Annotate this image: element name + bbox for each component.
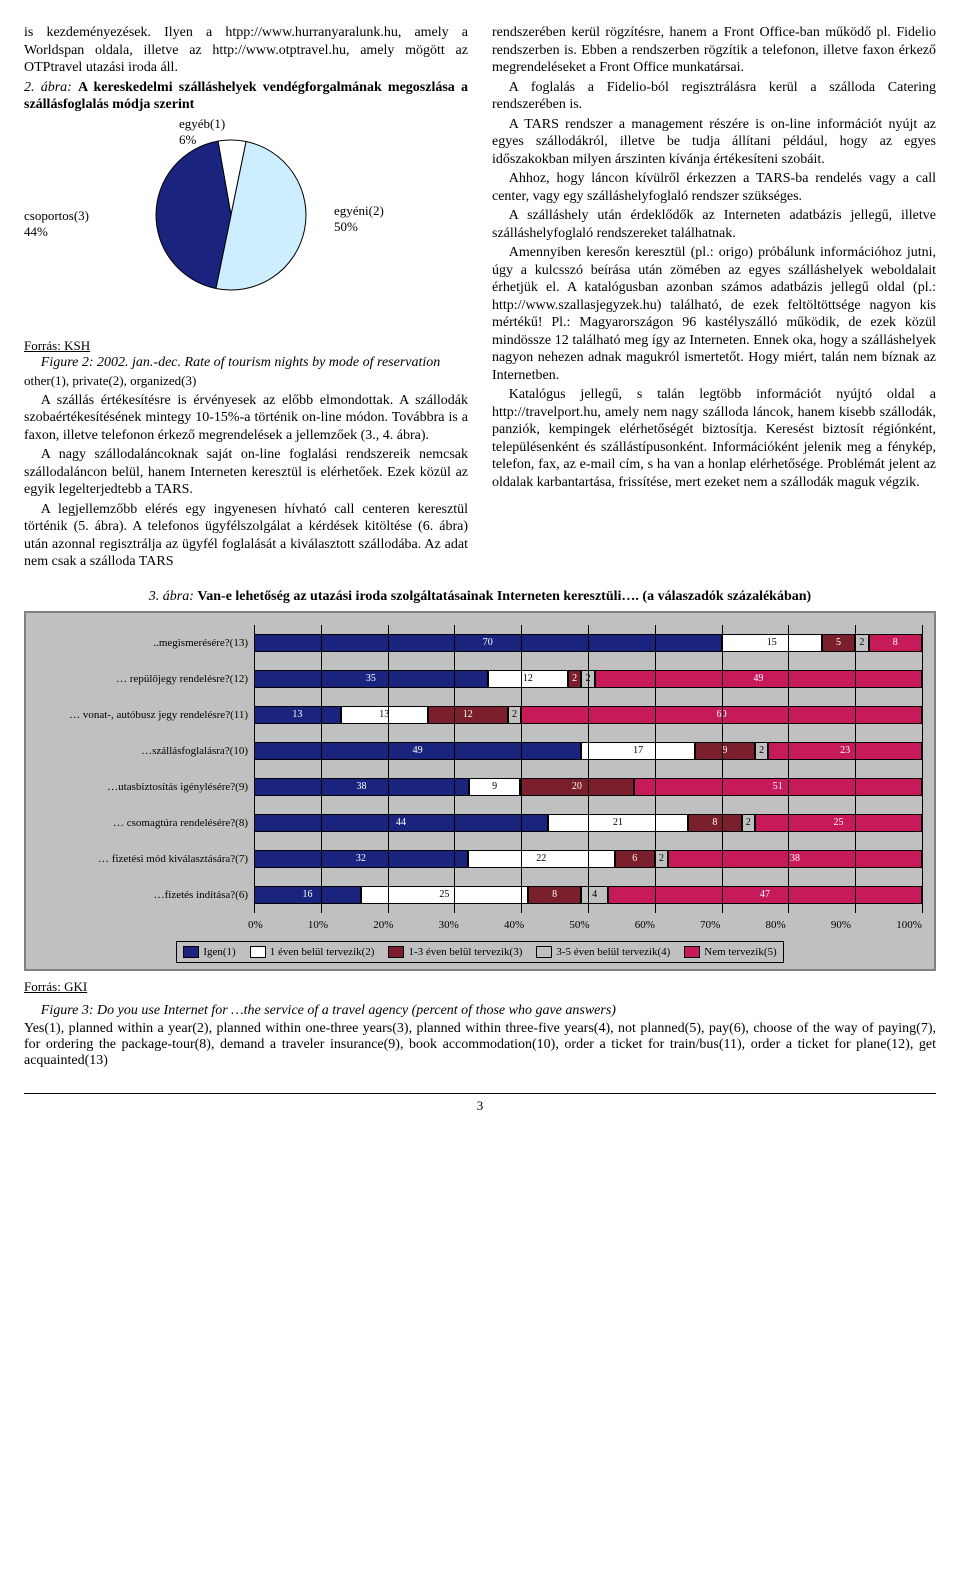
fig3-caption: Figure 3: Do you use Internet for …the s… [24,1003,936,1019]
bar-row: …szállásfoglalásra?(10) 49179223 [38,733,922,769]
fig3-bar-chart: ..megismerésére?(13) 7015528 … repülőjeg… [24,611,936,971]
bar-segment: 8 [528,886,581,904]
bar-row-label: …fizetés indítása?(6) [38,889,254,901]
bar-segment: 2 [855,634,868,652]
bar-segment: 44 [254,814,548,832]
bar-segment: 2 [742,814,755,832]
bar-row-label: … csomagtúra rendelésére?(8) [38,817,254,829]
fig3-source: Forrás: GKI [24,979,936,995]
bar-segment: 23 [768,742,922,760]
bar-segment: 9 [695,742,755,760]
right-column: rendszerében kerül rögzítésre, hanem a F… [492,24,936,573]
bar-row: … vonat-, autóbusz jegy rendelésre?(11) … [38,697,922,733]
fig3-explain: Yes(1), planned within a year(2), planne… [24,1021,936,1069]
bar-segment: 15 [722,634,822,652]
pie-label-csoportos: csoportos(3) 44% [24,208,89,241]
bar-row-label: …szállásfoglalásra?(10) [38,745,254,757]
left-p1: is kezdeményezések. Ilyen a htpp://www.h… [24,24,468,77]
bar-row: … fizetési mód kiválasztására?(7) 322262… [38,841,922,877]
right-p3: A TARS rendszer a management részére is … [492,116,936,169]
bar-segment: 2 [508,706,521,724]
bar-segment: 17 [581,742,695,760]
bar-segment: 51 [634,778,923,796]
legend-item: 1-3 éven belül tervezik(3) [388,946,522,958]
bar-segment: 6 [615,850,655,868]
fig3-legend: Igen(1) 1 éven belül tervezik(2) 1-3 éve… [176,941,783,963]
bar-segment: 70 [254,634,722,652]
bar-segment: 2 [568,670,581,688]
bar-segment: 38 [668,850,922,868]
axis-tick: 20% [373,919,393,931]
right-p4: Ahhoz, hogy láncon kívülről érkezzen a T… [492,170,936,205]
pie-svg [154,138,308,298]
bar-segment: 25 [361,886,528,904]
bar-segment: 4 [581,886,608,904]
legend-item: 1 éven belül tervezik(2) [250,946,375,958]
bar-segment: 21 [548,814,688,832]
bar-segment: 38 [254,778,469,796]
axis-tick: 0% [248,919,263,931]
bar-row-label: … repülőjegy rendelésre?(12) [38,673,254,685]
fig2-caption-b: other(1), private(2), organized(3) [24,373,468,389]
bar-row-label: ..megismerésére?(13) [38,637,254,649]
bar-segment: 20 [520,778,633,796]
right-p2: A foglalás a Fidelio-ból regisztrálásra … [492,79,936,114]
bar-row-label: …utasbiztosítás igénylésére?(9) [38,781,254,793]
bar-segment: 5 [822,634,855,652]
bar-segment: 49 [254,742,581,760]
left-p4: A legjellemzőbb elérés egy ingyenesen hí… [24,501,468,571]
fig3-title: 3. ábra: Van-e lehetőség az utazási irod… [24,589,936,605]
axis-tick: 70% [700,919,720,931]
legend-item: Nem tervezik(5) [684,946,776,958]
pie-label-egyeni: egyéni(2) 50% [334,203,384,236]
bar-row-label: … fizetési mód kiválasztására?(7) [38,853,254,865]
axis-tick: 100% [896,919,922,931]
bar-segment: 8 [688,814,741,832]
left-p3: A nagy szállodaláncoknak saját on-line f… [24,446,468,499]
bar-segment: 25 [755,814,922,832]
axis-tick: 10% [308,919,328,931]
page-number: 3 [24,1093,936,1114]
legend-item: 3-5 éven belül tervezik(4) [536,946,670,958]
axis-tick: 90% [831,919,851,931]
fig2-caption-a: Figure 2: 2002. jan.-dec. Rate of touris… [24,354,468,372]
fig3-axis: 0% 10% 20% 30% 40% 50% 60% 70% 80% 90% 100% [38,919,922,931]
bar-segment: 2 [655,850,668,868]
right-p5: A szálláshely után érdeklődők az Interne… [492,207,936,242]
bar-row: … csomagtúra rendelésére?(8) 44218225 [38,805,922,841]
fig2-pie-chart: csoportos(3) 44% egyéb(1) 6% egyéni(2) 5… [24,118,468,328]
bar-segment: 12 [488,670,568,688]
right-p6: Amennyiben keresőn keresztül (pl.: origo… [492,244,936,384]
bar-segment: 13 [341,706,428,724]
left-p2: A szállás értékesítésre is érvényesek az… [24,392,468,445]
fig2-title: 2. ábra: A kereskedelmi szálláshelyek ve… [24,79,468,114]
axis-tick: 40% [504,919,524,931]
right-p1: rendszerében kerül rögzítésre, hanem a F… [492,24,936,77]
bar-segment: 2 [755,742,768,760]
bar-segment: 49 [595,670,922,688]
bar-row-label: … vonat-, autóbusz jegy rendelésre?(11) [38,709,254,721]
right-p7: Katalógus jellegű, s talán legtöbb infor… [492,386,936,491]
bar-segment: 8 [869,634,922,652]
axis-tick: 60% [635,919,655,931]
bar-segment: 22 [468,850,615,868]
axis-tick: 80% [766,919,786,931]
bar-segment: 35 [254,670,488,688]
bar-row: ..megismerésére?(13) 7015528 [38,625,922,661]
legend-item: Igen(1) [183,946,235,958]
bar-segment: 16 [254,886,361,904]
left-column: is kezdeményezések. Ilyen a htpp://www.h… [24,24,468,573]
bar-row: …fizetés indítása?(6) 16258447 [38,877,922,913]
bar-segment: 32 [254,850,468,868]
bar-row: … repülőjegy rendelésre?(12) 35122249 [38,661,922,697]
bar-segment: 9 [469,778,520,796]
bar-segment: 12 [428,706,508,724]
axis-tick: 30% [439,919,459,931]
bar-row: …utasbiztosítás igénylésére?(9) 3892051 [38,769,922,805]
bar-segment: 13 [254,706,341,724]
fig2-source: Forrás: KSH [24,338,468,354]
axis-tick: 50% [569,919,589,931]
